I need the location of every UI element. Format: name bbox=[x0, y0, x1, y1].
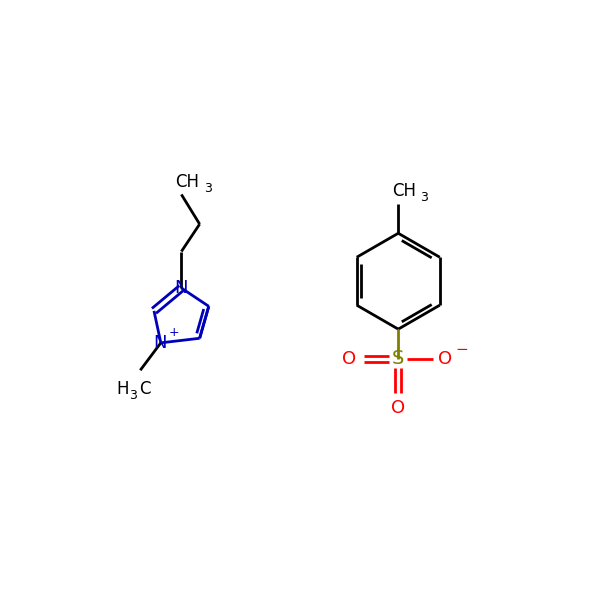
Text: H: H bbox=[117, 381, 129, 398]
Text: O: O bbox=[342, 350, 356, 368]
Text: 3: 3 bbox=[420, 191, 428, 204]
Text: O: O bbox=[438, 350, 453, 368]
Text: N: N bbox=[175, 279, 188, 297]
Text: S: S bbox=[392, 349, 405, 368]
Text: N: N bbox=[153, 334, 166, 352]
Text: CH: CH bbox=[175, 173, 199, 191]
Text: O: O bbox=[391, 398, 405, 417]
Text: −: − bbox=[456, 342, 468, 357]
Text: C: C bbox=[139, 381, 150, 398]
Text: CH: CH bbox=[392, 182, 416, 200]
Text: 3: 3 bbox=[204, 182, 212, 195]
Text: +: + bbox=[168, 326, 179, 339]
Text: 3: 3 bbox=[129, 389, 137, 402]
